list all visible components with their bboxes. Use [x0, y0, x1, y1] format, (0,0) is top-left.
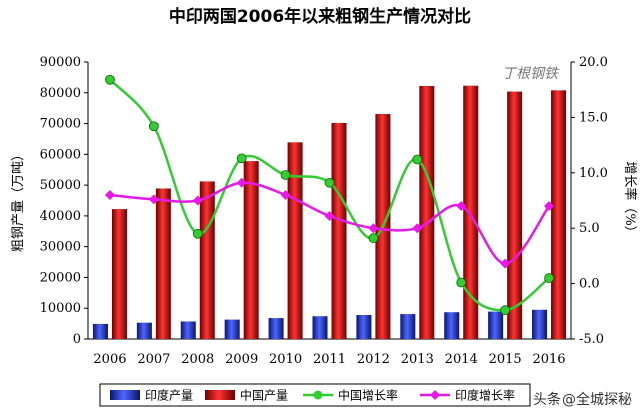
y-left-tick-label: 50000	[40, 178, 81, 193]
india-growth-point	[104, 189, 115, 200]
china-growth-point	[500, 305, 511, 316]
y-left-tick-label: 90000	[40, 55, 81, 70]
stamp-text: 丁根钢铁	[502, 66, 560, 82]
y-axis-right-title: 增长率（%）	[622, 161, 638, 238]
legend-china-growth-swatch-marker	[313, 390, 323, 400]
china-growth-point	[324, 177, 335, 188]
india-output-bar	[180, 321, 196, 339]
india-growth-point	[412, 223, 423, 234]
india-growth-point	[192, 195, 203, 206]
x-tick-label: 2009	[225, 352, 258, 367]
bars	[92, 85, 567, 340]
china-output-bar	[507, 91, 523, 340]
india-output-bar	[224, 319, 240, 339]
legend-india-growth-swatch-marker	[430, 390, 440, 400]
india-output-bar	[532, 309, 548, 339]
legend-china-output-label: 中国产量	[240, 388, 288, 403]
india-output-bar	[356, 314, 372, 339]
y-left-tick-label: 0	[73, 332, 81, 347]
india-growth-point	[280, 189, 291, 200]
legend: 印度产量 中国产量 中国增长率 印度增长率	[99, 383, 531, 407]
y-left-tick-label: 20000	[40, 270, 81, 285]
china-growth-point	[148, 121, 159, 132]
lines	[104, 74, 555, 316]
x-tick-label: 2014	[445, 352, 478, 367]
x-tick-label: 2016	[532, 352, 565, 367]
watermark: 头条 @全城探秘	[533, 391, 632, 408]
y-left-tick-label: 60000	[40, 147, 81, 162]
y-right-tick-label: 0.0	[579, 277, 600, 292]
x-tick-label: 2015	[489, 352, 522, 367]
x-tick-label: 2012	[357, 352, 390, 367]
china-output-bar	[111, 209, 127, 339]
x-tick-label: 2011	[313, 352, 346, 367]
china-output-bar	[287, 142, 303, 339]
china-growth-point	[368, 233, 379, 244]
y-left-tick-label: 10000	[40, 301, 81, 316]
x-tick-label: 2006	[93, 352, 126, 367]
india-growth-point	[324, 211, 335, 222]
china-output-bar	[199, 181, 215, 339]
india-growth-point	[500, 258, 511, 269]
x-tick-label: 2007	[137, 352, 170, 367]
india-output-bar	[92, 323, 108, 339]
ticks: 0 10000 20000 30000 40000 50000 60000 70000 8000…	[40, 55, 608, 367]
china-output-bar	[243, 161, 259, 339]
y-right-tick-label: 10.0	[579, 166, 608, 181]
india-output-bar	[444, 312, 460, 339]
x-tick-label: 2013	[401, 352, 434, 367]
x-tick-label: 2010	[269, 352, 302, 367]
china-growth-point	[236, 153, 247, 164]
india-output-bar	[312, 316, 328, 339]
legend-india-growth-label: 印度增长率	[455, 388, 515, 403]
y-left-tick-label: 30000	[40, 240, 81, 255]
y-right-tick-label: 20.0	[579, 55, 608, 70]
india-growth-point	[148, 194, 159, 205]
india-output-bar	[136, 322, 152, 339]
y-left-tick-label: 80000	[40, 86, 81, 101]
y-right-tick-label: 15.0	[579, 110, 608, 125]
india-growth-point	[544, 201, 555, 212]
y-right-tick-label: -5.0	[579, 332, 604, 347]
china-growth-point	[105, 74, 115, 85]
china-growth-point	[412, 154, 423, 165]
india-growth-point	[236, 177, 247, 188]
china-growth-point	[280, 170, 291, 180]
china-growth-point	[192, 228, 203, 239]
china-output-bar	[155, 188, 171, 339]
china-output-bar	[551, 90, 567, 339]
china-growth-point	[456, 277, 467, 288]
legend-india-output-label: 印度产量	[145, 388, 193, 403]
legend-china-output-swatch	[205, 390, 235, 400]
china-growth-line	[109, 78, 550, 312]
china-output-bar	[331, 122, 347, 339]
watermark-handle: @全城探秘	[562, 391, 632, 408]
legend-india-output-swatch	[110, 390, 140, 400]
india-growth-point	[456, 201, 467, 212]
x-tick-label: 2008	[181, 352, 214, 367]
y-right-tick-label: 5.0	[579, 221, 600, 236]
y-left-tick-label: 40000	[40, 209, 81, 224]
china-output-bar	[419, 86, 435, 339]
india-growth-line	[109, 181, 551, 265]
china-growth-point	[544, 273, 554, 283]
india-output-bar	[268, 318, 284, 339]
china-output-bar	[463, 85, 479, 340]
watermark-prefix: 头条	[533, 391, 561, 408]
india-output-bar	[488, 311, 504, 339]
india-growth-point	[368, 223, 379, 234]
chart-title: 中印两国2006年以来粗钢生产情况对比	[169, 6, 471, 27]
y-left-tick-label: 70000	[40, 117, 81, 132]
india-output-bar	[400, 314, 416, 339]
y-axis-left-title: 粗钢产量（万吨）	[11, 148, 26, 252]
legend-china-growth-label: 中国增长率	[338, 388, 398, 403]
